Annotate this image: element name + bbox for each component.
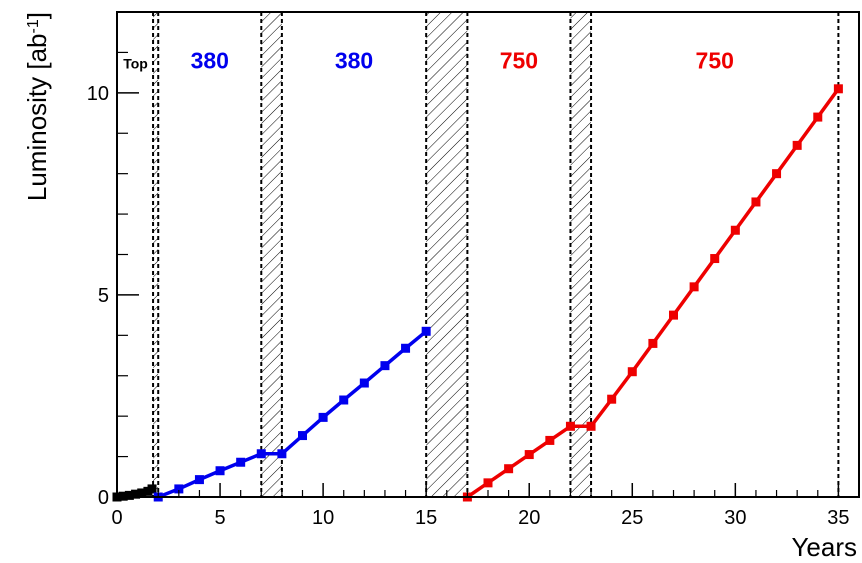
data-point bbox=[792, 140, 802, 150]
data-point bbox=[607, 394, 617, 404]
x-tick-label: 35 bbox=[827, 507, 849, 529]
data-point bbox=[137, 488, 147, 498]
data-point bbox=[586, 421, 596, 431]
series-line-s380 bbox=[157, 329, 428, 499]
x-tick-label: 10 bbox=[312, 507, 334, 529]
y-axis-title-sup: -1 bbox=[25, 19, 42, 33]
data-point bbox=[380, 361, 390, 371]
data-point bbox=[648, 338, 658, 348]
data-point bbox=[730, 225, 740, 235]
data-point bbox=[359, 378, 369, 388]
data-point bbox=[174, 484, 184, 494]
data-point bbox=[813, 112, 823, 122]
y-axis-title-main: Luminosity [ab bbox=[22, 33, 52, 201]
x-axis-title: Years bbox=[791, 532, 857, 562]
data-point bbox=[524, 450, 534, 460]
data-point bbox=[565, 421, 575, 431]
stage-label: 750 bbox=[500, 48, 538, 74]
data-point bbox=[131, 489, 141, 499]
data-point bbox=[147, 484, 157, 494]
shutdown-band bbox=[261, 12, 282, 497]
x-tick-label: 20 bbox=[518, 507, 540, 529]
x-tick-label: 5 bbox=[214, 507, 225, 529]
data-point bbox=[277, 449, 287, 459]
y-tick-label: 5 bbox=[98, 285, 109, 307]
data-point bbox=[194, 475, 204, 485]
y-axis-title: Luminosity [ab-1] bbox=[22, 12, 52, 201]
data-point bbox=[421, 326, 431, 336]
data-point bbox=[401, 343, 411, 353]
y-tick-label: 0 bbox=[98, 487, 109, 509]
data-point bbox=[339, 395, 349, 405]
x-tick-label: 0 bbox=[111, 507, 122, 529]
x-tick-label: 25 bbox=[621, 507, 643, 529]
data-point bbox=[504, 464, 514, 474]
plot-frame bbox=[116, 11, 860, 498]
data-point bbox=[215, 466, 225, 476]
data-point bbox=[545, 435, 555, 445]
data-point bbox=[689, 282, 699, 292]
series-line-s750 bbox=[466, 87, 840, 499]
shutdown-band bbox=[153, 12, 159, 497]
stage-label: 380 bbox=[191, 48, 229, 74]
data-point bbox=[627, 367, 637, 377]
stage-label: 750 bbox=[696, 48, 734, 74]
data-point bbox=[710, 254, 720, 264]
stage-labels: Top 380 380 750 750 bbox=[123, 48, 734, 74]
axis-ticks: 0 5 10 15 20 25 30 35 0 5 10 bbox=[87, 11, 860, 529]
data-point bbox=[256, 449, 266, 459]
stage-label: 380 bbox=[335, 48, 373, 74]
data-point bbox=[124, 490, 134, 500]
series-layer bbox=[112, 84, 843, 502]
shutdown-band bbox=[570, 12, 592, 497]
data-point bbox=[483, 478, 493, 488]
shutdown-bands bbox=[152, 12, 840, 497]
data-point bbox=[833, 84, 843, 94]
x-tick-label: 15 bbox=[415, 507, 437, 529]
y-axis-title-close: ] bbox=[22, 12, 52, 19]
y-tick-label: 10 bbox=[87, 83, 109, 105]
data-point bbox=[669, 310, 678, 320]
data-point bbox=[236, 457, 246, 467]
data-point bbox=[318, 412, 328, 422]
data-point bbox=[751, 197, 761, 207]
data-point bbox=[298, 431, 307, 441]
data-point bbox=[772, 169, 782, 179]
shutdown-band bbox=[426, 12, 468, 497]
stage-label: Top bbox=[123, 56, 148, 72]
x-tick-label: 30 bbox=[724, 507, 746, 529]
